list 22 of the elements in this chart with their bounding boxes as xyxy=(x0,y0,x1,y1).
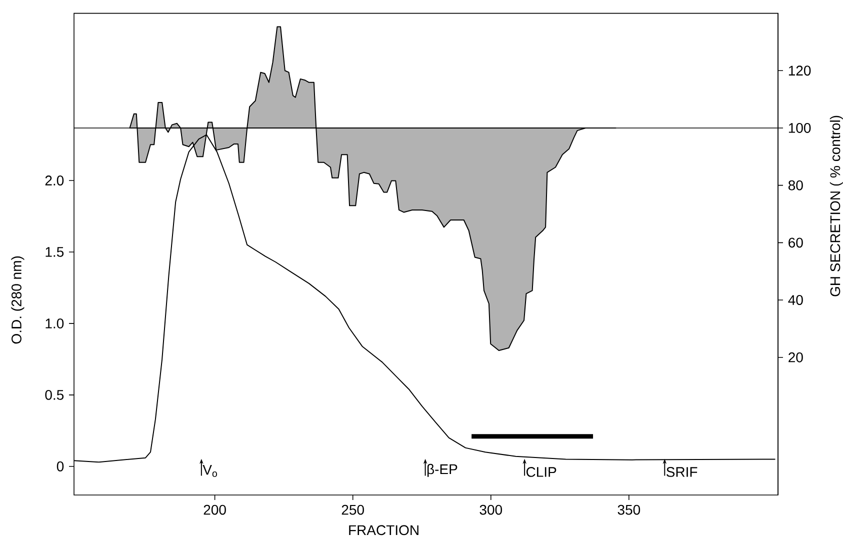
y2-tick-label: 60 xyxy=(788,238,803,248)
y2-tick-label: 100 xyxy=(788,123,811,133)
annotation: V$_{o}$ xyxy=(202,465,218,477)
y-tick-label: 1.5 xyxy=(46,247,64,257)
y-tick-label: 2.0 xyxy=(45,176,64,186)
y-axis-title: O.D. (280 nm) xyxy=(11,256,24,344)
x-tick-label: 350 xyxy=(618,504,640,515)
annotation: SRIF xyxy=(666,467,698,477)
y2-tick-label: 40 xyxy=(788,295,803,305)
y2-tick-label: 120 xyxy=(788,66,811,76)
y-tick-label: 0 xyxy=(56,461,64,472)
y-tick-label: 1.0 xyxy=(46,318,64,328)
x-tick-label: 300 xyxy=(480,504,502,515)
annotation: CLIP xyxy=(526,467,556,477)
x-tick-label: 200 xyxy=(204,504,226,515)
x-tick-label: 250 xyxy=(342,504,364,515)
y2-tick-label: 80 xyxy=(788,180,803,190)
annotation: β-EP xyxy=(427,464,458,477)
x-axis-title: FRACTION xyxy=(349,525,418,536)
y-tick-label: 0.5 xyxy=(45,390,64,400)
y2-tick-label: 20 xyxy=(788,352,803,362)
y2-axis-title: GH SECRETION ( % control) xyxy=(830,116,843,296)
